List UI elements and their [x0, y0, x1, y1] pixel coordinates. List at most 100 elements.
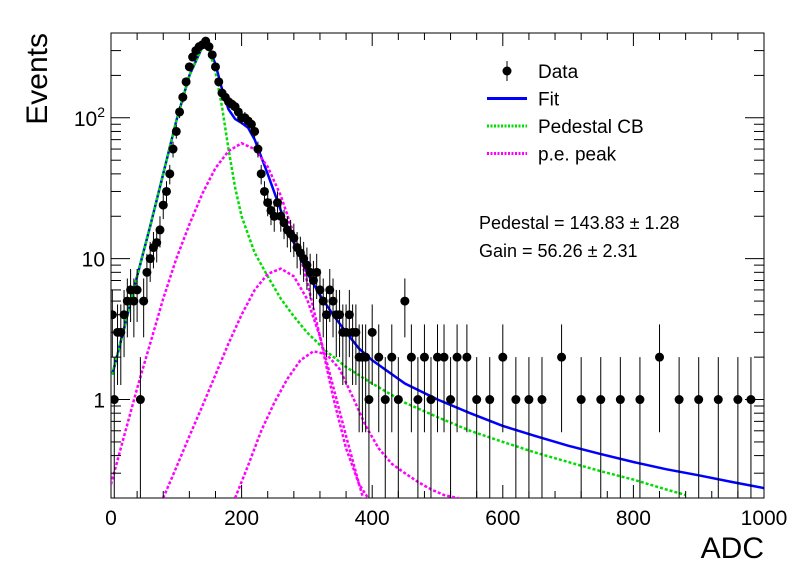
data-point: [312, 267, 322, 277]
data-point: [210, 62, 220, 72]
data-point: [615, 395, 625, 405]
data-point: [273, 198, 283, 208]
x-tick-label: 800: [616, 507, 651, 530]
data-point: [204, 42, 214, 52]
data-point: [393, 395, 403, 405]
data-point: [433, 352, 442, 362]
data-point: [308, 275, 318, 285]
data-point: [165, 169, 175, 179]
data-point: [498, 352, 508, 362]
data-point: [122, 296, 132, 306]
data-point: [178, 92, 188, 102]
fit-result-text: Pedestal = 143.83 ± 1.28: [479, 213, 680, 233]
curve-pedestal-cb: [111, 43, 686, 497]
data-point: [511, 395, 521, 405]
data-point: [155, 225, 165, 235]
data-point: [259, 186, 269, 196]
x-tick-label: 200: [224, 507, 259, 530]
data-point: [380, 395, 390, 405]
legend-label: Data: [538, 62, 579, 83]
data-point: [129, 296, 139, 306]
data-point: [289, 233, 299, 243]
data-point: [694, 395, 704, 405]
data-point: [152, 238, 162, 248]
data-point: [162, 186, 172, 196]
x-tick-label: 600: [485, 507, 520, 530]
data-point: [635, 395, 645, 405]
data-point: [387, 352, 397, 362]
curve-fit: [111, 43, 764, 490]
data-point: [462, 352, 472, 362]
data-point: [318, 296, 328, 306]
data-point: [175, 107, 185, 117]
fit-result-text: Gain = 56.26 ± 2.31: [479, 241, 638, 261]
data-point: [452, 352, 462, 362]
data-point: [367, 327, 377, 337]
data-point: [341, 327, 351, 337]
curve-p-e-peak: [111, 141, 370, 498]
data-point: [406, 352, 416, 362]
fit-curves: [111, 43, 764, 498]
data-point: [246, 119, 256, 129]
data-point: [250, 126, 260, 136]
data-point: [214, 77, 224, 87]
data-point: [361, 352, 371, 362]
data-point: [439, 352, 449, 362]
data-point: [119, 310, 129, 320]
data-point: [302, 260, 312, 270]
data-point: [576, 395, 586, 405]
x-tick-label: 400: [355, 507, 390, 530]
data-point: [126, 285, 136, 295]
data-point: [328, 296, 338, 306]
data-point: [596, 395, 606, 405]
curve-p-e-peak: [162, 267, 365, 498]
legend: Data Fit Pedestal CB p.e. peak: [487, 61, 644, 166]
x-axis-label: ADC: [701, 532, 764, 565]
data-point: [321, 310, 331, 320]
data-point: [400, 296, 410, 306]
y-tick-label: 1: [93, 390, 105, 413]
data-point: [145, 254, 155, 264]
data-point: [674, 395, 684, 405]
fit-annotations: Pedestal = 143.83 ± 1.28 Gain = 56.26 ± 2…: [479, 213, 680, 261]
data-point: [713, 395, 723, 405]
data-point: [184, 62, 194, 72]
legend-label: Fit: [538, 90, 560, 111]
data-point: [351, 327, 361, 337]
data-point: [733, 395, 743, 405]
data-point: [557, 352, 567, 362]
data-point: [132, 285, 142, 295]
data-point: [158, 200, 168, 210]
y-axis-label: Events: [21, 33, 54, 125]
data-point: [374, 352, 384, 362]
data-points: [111, 36, 756, 498]
data-point: [485, 395, 495, 405]
data-point: [446, 395, 456, 405]
legend-label: Pedestal CB: [538, 117, 644, 138]
y-tick-label: 102: [74, 104, 105, 131]
data-point: [325, 285, 335, 295]
y-tick-label: 10: [82, 249, 105, 272]
data-point: [279, 218, 289, 228]
data-point: [168, 144, 178, 154]
data-point: [655, 352, 665, 362]
data-point: [171, 126, 181, 136]
legend-marker: [502, 66, 512, 76]
data-point: [472, 395, 482, 405]
legend-label: p.e. peak: [538, 145, 617, 166]
x-tick-label: 0: [105, 507, 117, 530]
data-point: [315, 285, 325, 295]
data-point: [269, 211, 279, 221]
x-tick-label: 1000: [741, 507, 788, 530]
data-point: [263, 198, 273, 208]
data-point: [207, 50, 217, 60]
data-point: [181, 77, 191, 87]
data-point: [142, 267, 152, 277]
data-point: [139, 296, 149, 306]
data-point: [135, 395, 145, 405]
data-point: [364, 395, 374, 405]
data-point: [335, 310, 345, 320]
data-point: [426, 395, 436, 405]
data-point: [419, 352, 429, 362]
